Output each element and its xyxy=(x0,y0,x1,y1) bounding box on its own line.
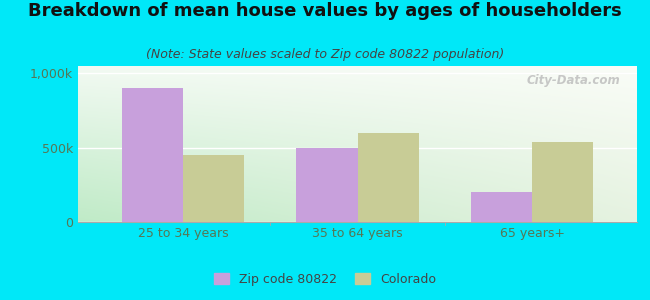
Bar xyxy=(183,155,244,222)
Text: Breakdown of mean house values by ages of householders: Breakdown of mean house values by ages o… xyxy=(28,2,622,20)
Bar xyxy=(122,88,183,222)
Text: City-Data.com: City-Data.com xyxy=(526,74,620,87)
Bar xyxy=(471,192,532,222)
Bar xyxy=(296,148,358,222)
Bar xyxy=(358,133,419,222)
Legend: Zip code 80822, Colorado: Zip code 80822, Colorado xyxy=(209,268,441,291)
Text: (Note: State values scaled to Zip code 80822 population): (Note: State values scaled to Zip code 8… xyxy=(146,48,504,61)
Bar xyxy=(532,142,593,222)
